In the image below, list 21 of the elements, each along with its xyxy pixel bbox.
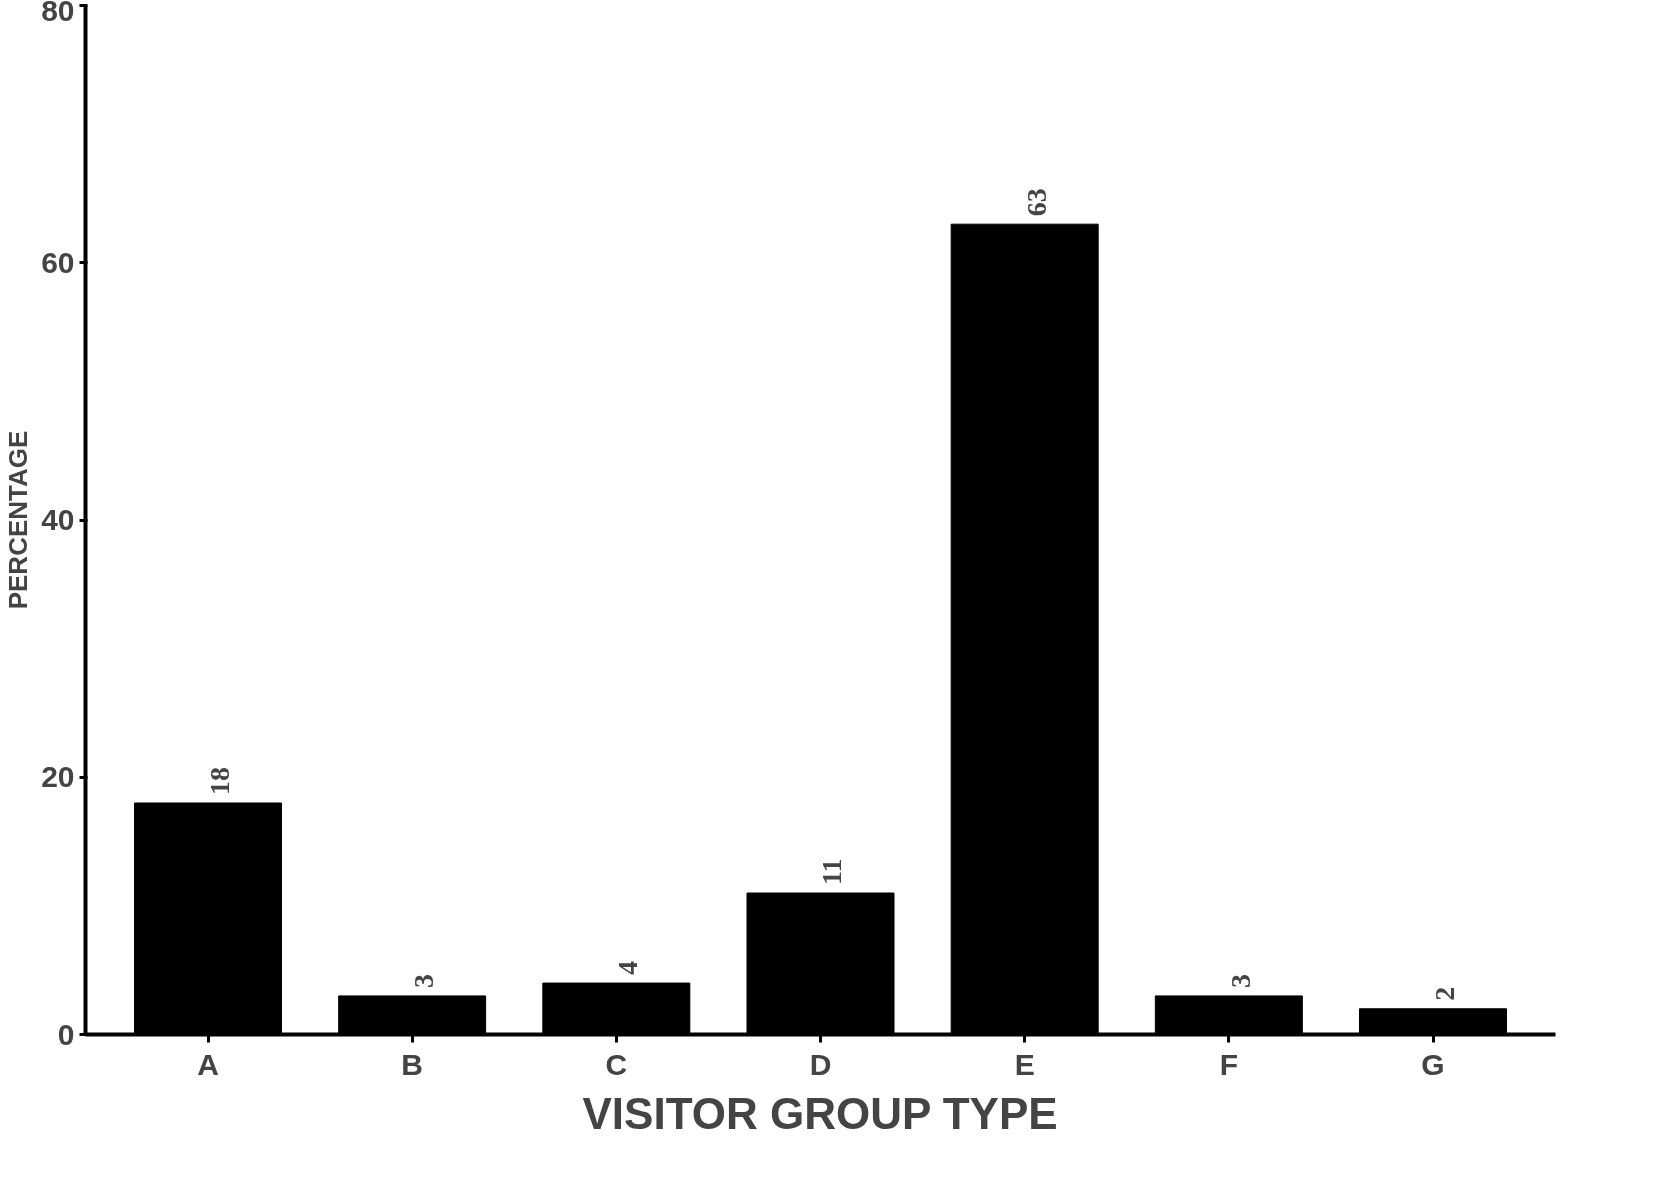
y-axis-title: PERCENTAGE xyxy=(3,430,34,610)
x-tick-label: A xyxy=(197,1047,219,1081)
x-tick-label: C xyxy=(605,1047,628,1081)
x-tick-label: D xyxy=(809,1047,832,1081)
x-axis-title: VISITOR GROUP TYPE xyxy=(582,1088,1058,1138)
x-tick-label: E xyxy=(1014,1047,1035,1081)
y-tick-label: 60 xyxy=(41,245,75,279)
data-label: 4 xyxy=(612,961,644,976)
data-label: 3 xyxy=(408,973,440,988)
data-label: 11 xyxy=(816,858,848,886)
x-tick-label: F xyxy=(1219,1047,1238,1081)
data-label: 63 xyxy=(1020,188,1052,217)
data-label: 2 xyxy=(1429,986,1460,1001)
data-label: 18 xyxy=(204,766,235,795)
x-tick-label: B xyxy=(401,1047,424,1081)
x-tick-label: G xyxy=(1421,1047,1445,1081)
data-label: 3 xyxy=(1224,973,1256,988)
y-tick-label: 0 xyxy=(57,1017,75,1051)
y-tick-label: 40 xyxy=(41,503,75,536)
y-tick-label: 20 xyxy=(41,760,75,794)
y-tick-label: 80 xyxy=(41,0,75,27)
